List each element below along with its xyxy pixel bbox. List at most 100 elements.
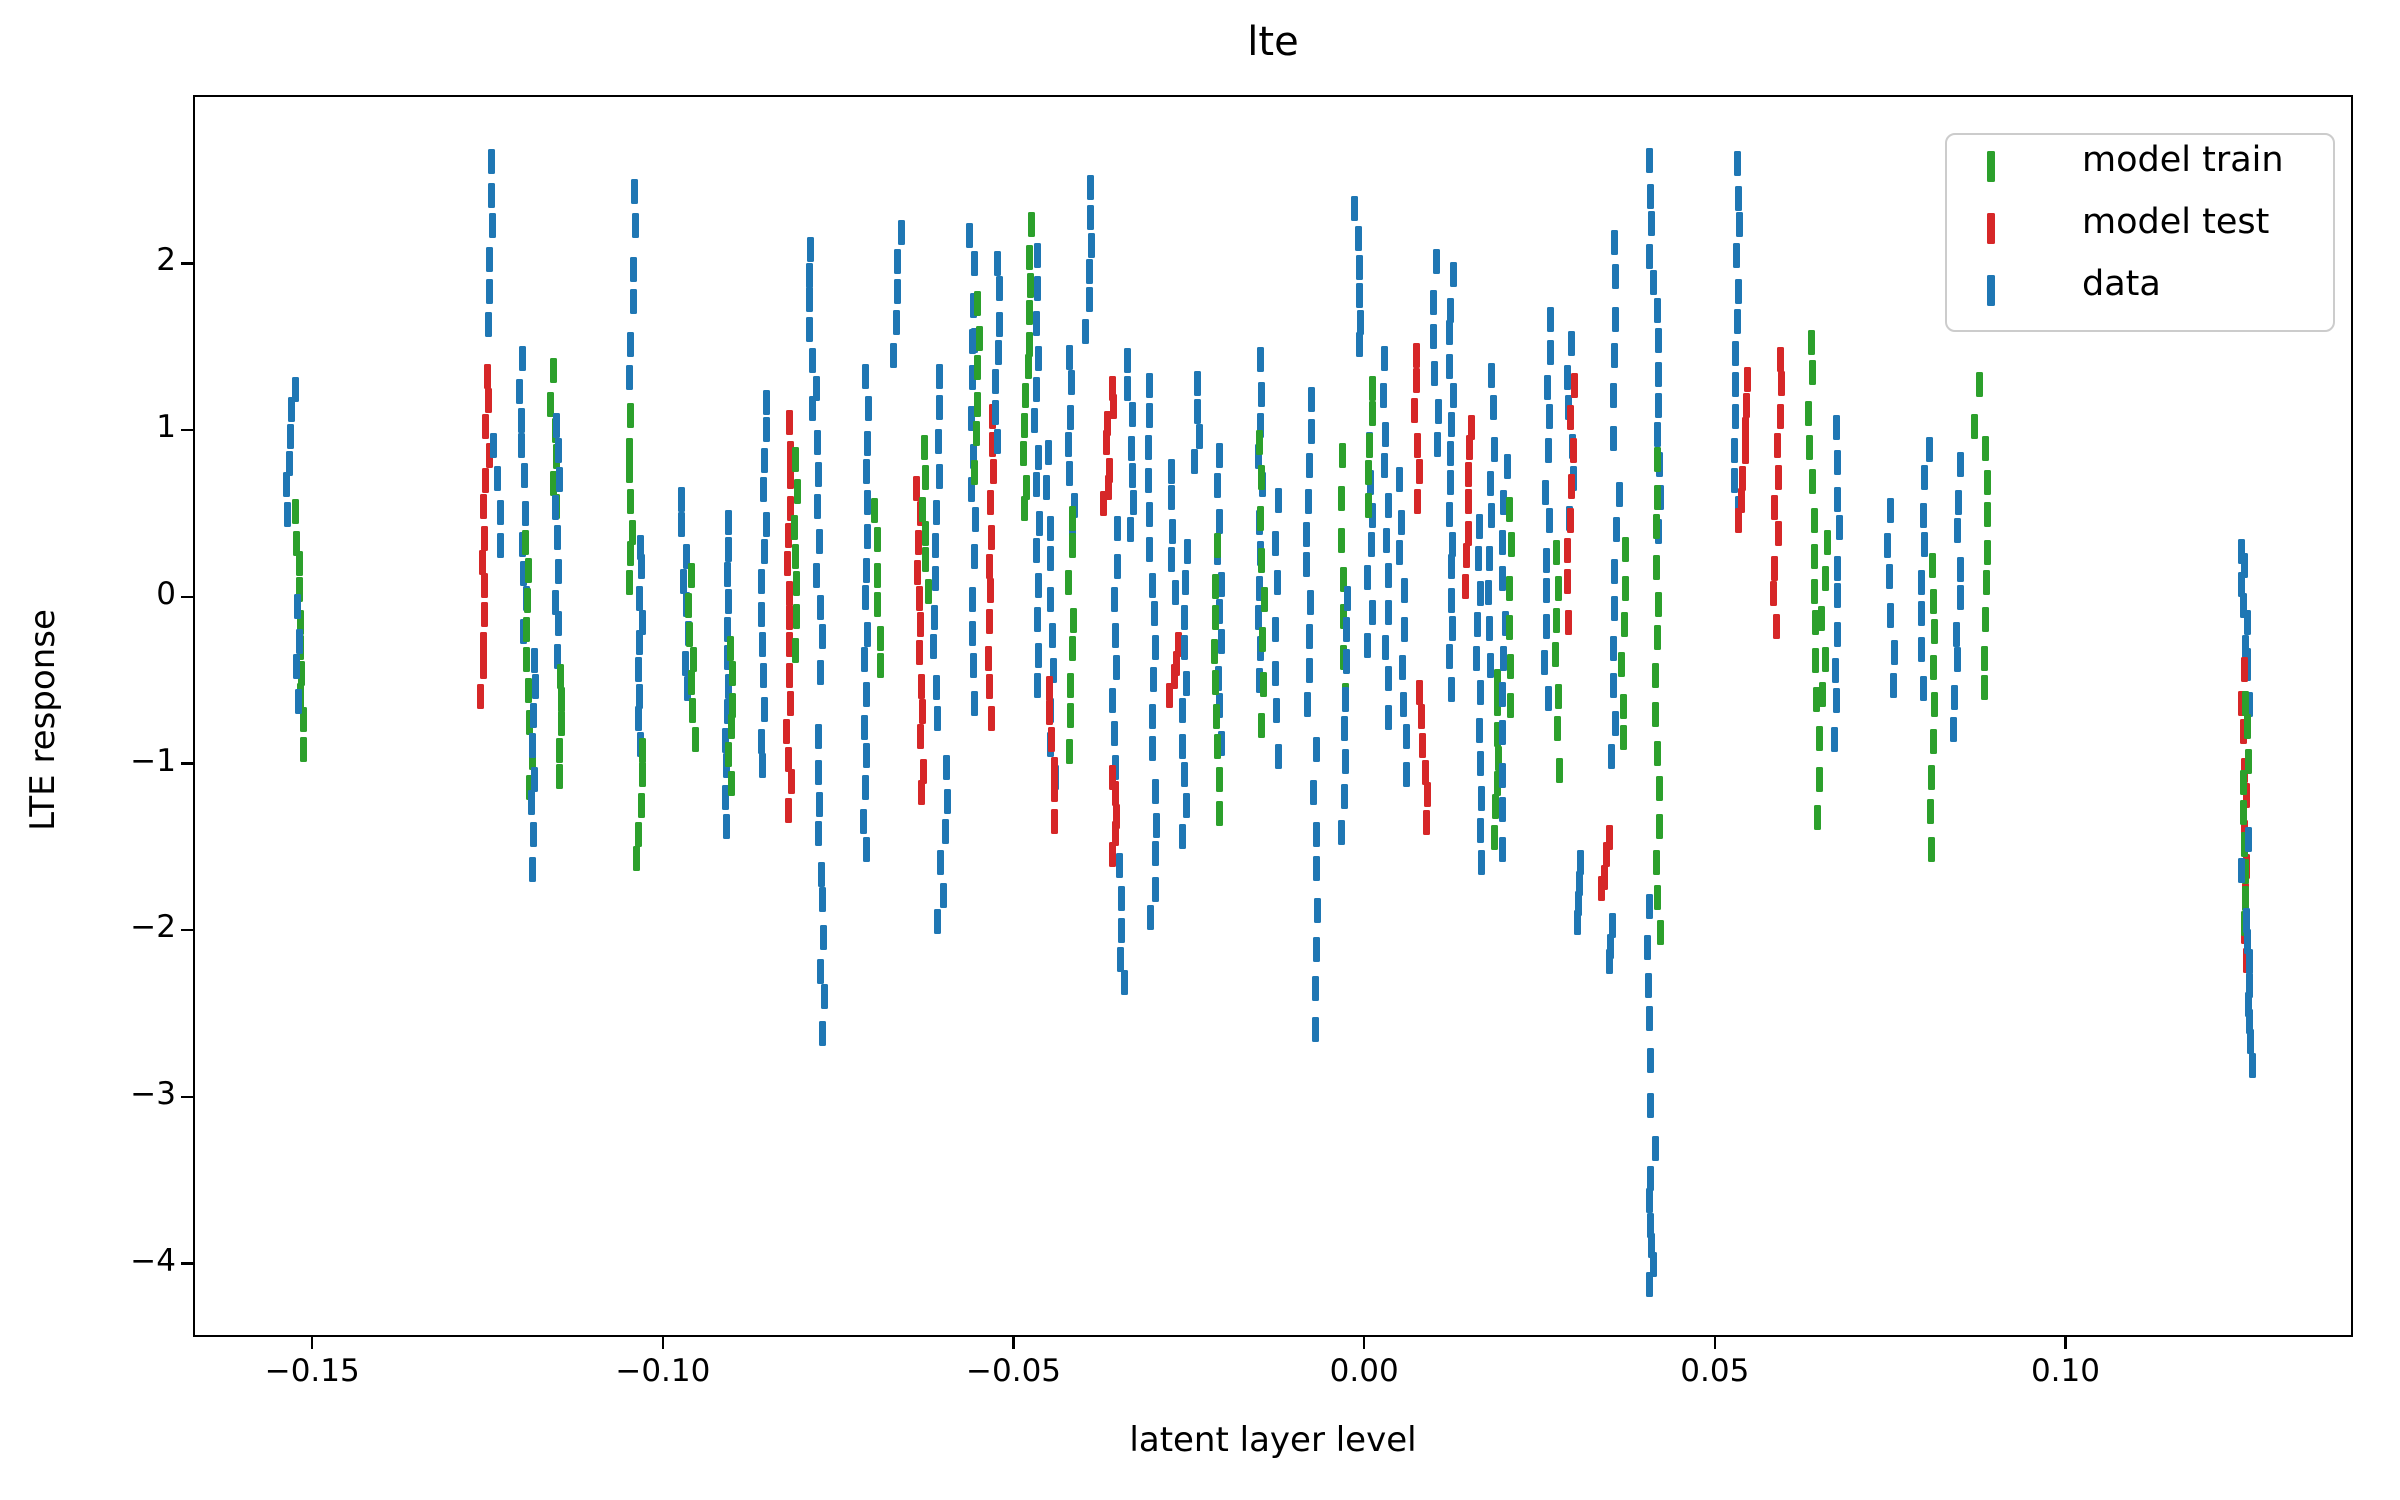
scatter-marker: [791, 515, 798, 541]
scatter-marker: [1742, 417, 1750, 443]
scatter-marker: [1477, 581, 1485, 607]
scatter-marker: [1611, 307, 1619, 332]
y-tick: [181, 762, 193, 765]
scatter-marker: [921, 520, 929, 546]
scatter-marker: [1954, 517, 1962, 543]
scatter-marker: [515, 379, 523, 405]
scatter-marker: [1609, 425, 1617, 451]
scatter-marker: [1814, 804, 1822, 830]
x-tick: [1713, 1337, 1717, 1349]
scatter-marker: [984, 646, 992, 671]
scatter-marker: [294, 688, 302, 714]
scatter-marker: [1920, 502, 1928, 528]
scatter-marker: [1478, 850, 1486, 876]
scatter-marker: [1151, 601, 1159, 627]
scatter-marker: [1168, 458, 1176, 484]
scatter-marker: [521, 462, 529, 488]
scatter-marker: [1568, 330, 1576, 356]
scatter-marker: [1811, 508, 1819, 534]
scatter-marker: [863, 622, 871, 648]
scatter-marker: [1811, 648, 1819, 674]
scatter-marker: [1653, 422, 1661, 448]
scatter-marker: [1181, 604, 1189, 630]
scatter-marker: [817, 861, 825, 887]
scatter-marker: [973, 290, 981, 316]
scatter-marker: [1613, 516, 1621, 542]
scatter-marker: [820, 924, 828, 950]
scatter-marker: [635, 657, 643, 683]
scatter-marker: [1171, 580, 1179, 605]
scatter-marker: [481, 413, 489, 439]
x-tick-label: −0.05: [966, 1353, 1062, 1389]
scatter-marker: [1429, 324, 1437, 349]
scatter-marker: [1473, 611, 1481, 637]
scatter-marker: [1486, 471, 1494, 497]
scatter-marker: [1144, 434, 1152, 460]
scatter-marker: [1498, 763, 1506, 789]
scatter-marker: [916, 611, 924, 637]
scatter-marker: [785, 798, 793, 824]
scatter-marker: [860, 808, 868, 834]
scatter-marker: [722, 814, 730, 840]
scatter-marker: [1178, 734, 1186, 760]
scatter-marker: [1356, 282, 1364, 308]
scatter-marker: [1494, 668, 1502, 694]
scatter-marker: [1033, 311, 1041, 337]
scatter-marker: [1612, 710, 1620, 736]
scatter-marker: [2245, 1008, 2253, 1034]
scatter-marker: [1734, 278, 1742, 304]
scatter-marker: [1168, 518, 1176, 544]
scatter-marker: [1733, 243, 1741, 269]
scatter-marker: [1927, 836, 1935, 862]
scatter-marker: [639, 609, 647, 635]
scatter-marker: [1112, 821, 1120, 847]
scatter-marker: [527, 790, 535, 816]
scatter-marker: [1655, 328, 1663, 354]
x-tick: [661, 1337, 665, 1349]
scatter-marker: [724, 537, 732, 563]
scatter-marker: [785, 522, 793, 548]
scatter-marker: [930, 604, 938, 630]
scatter-marker: [518, 433, 526, 459]
scatter-marker: [1110, 720, 1118, 746]
scatter-marker: [630, 179, 638, 205]
scatter-marker: [761, 539, 769, 565]
scatter-marker: [1494, 722, 1502, 748]
scatter-marker: [1401, 577, 1409, 603]
scatter-marker: [936, 463, 944, 489]
scatter-marker: [1303, 552, 1311, 578]
scatter-marker: [1033, 606, 1041, 632]
scatter-marker: [1953, 622, 1961, 648]
scatter-marker: [1256, 412, 1264, 438]
scatter-marker: [1619, 693, 1627, 719]
scatter-marker: [994, 340, 1002, 366]
scatter-marker: [1050, 657, 1057, 683]
scatter-marker: [636, 629, 644, 655]
scatter-marker: [1468, 415, 1476, 441]
scatter-marker: [1151, 778, 1159, 804]
scatter-marker: [295, 629, 303, 655]
scatter-marker: [1050, 757, 1058, 783]
scatter-marker: [815, 528, 823, 554]
scatter-marker: [625, 457, 633, 483]
scatter-marker: [1114, 516, 1122, 542]
scatter-marker: [1146, 537, 1154, 563]
scatter-marker: [1272, 616, 1280, 642]
scatter-marker: [1774, 520, 1782, 546]
scatter-marker: [2245, 826, 2253, 852]
scatter-marker: [1645, 148, 1653, 174]
scatter-marker: [724, 616, 732, 642]
scatter-marker: [1086, 259, 1094, 285]
scatter-marker: [1344, 585, 1352, 611]
scatter-marker: [816, 659, 824, 685]
scatter-marker: [787, 440, 795, 466]
scatter-marker: [806, 263, 814, 289]
scatter-marker: [634, 706, 642, 732]
scatter-marker: [1545, 685, 1553, 711]
y-tick: [181, 428, 193, 432]
scatter-marker: [893, 309, 901, 335]
scatter-marker: [1421, 760, 1429, 786]
scatter-marker: [1215, 665, 1223, 691]
scatter-marker: [1190, 449, 1198, 475]
scatter-marker: [522, 646, 530, 672]
